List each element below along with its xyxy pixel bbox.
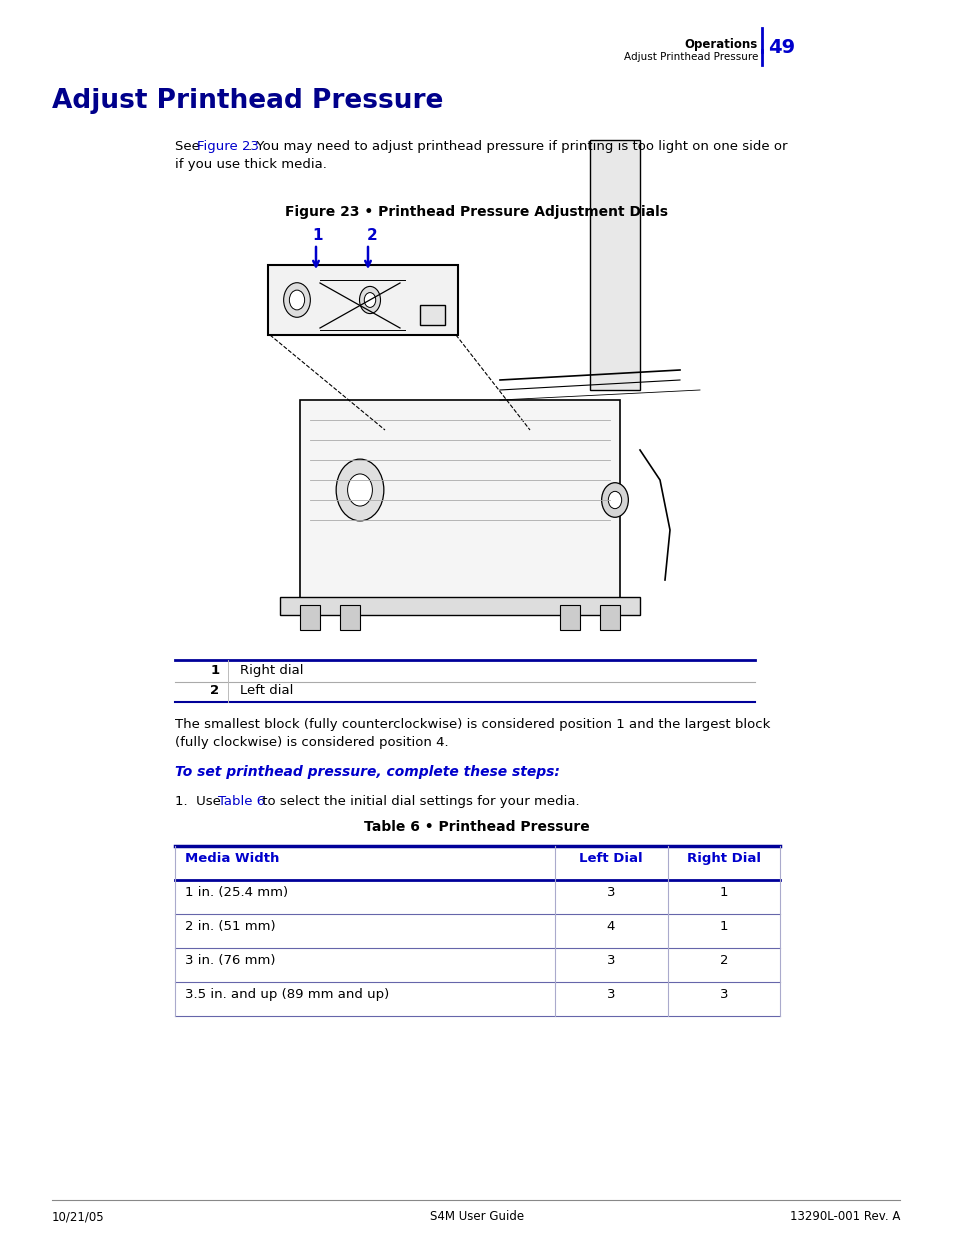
Text: 10/21/05: 10/21/05 <box>52 1210 105 1223</box>
Text: 13290L-001 Rev. A: 13290L-001 Rev. A <box>789 1210 899 1223</box>
Circle shape <box>347 474 372 506</box>
Text: 3.5 in. and up (89 mm and up): 3.5 in. and up (89 mm and up) <box>185 988 389 1002</box>
Text: 3: 3 <box>719 988 727 1002</box>
Circle shape <box>283 283 310 317</box>
Text: Right dial: Right dial <box>240 664 303 677</box>
Text: 1 in. (25.4 mm): 1 in. (25.4 mm) <box>185 885 288 899</box>
Bar <box>589 140 639 390</box>
Text: 1: 1 <box>719 920 727 932</box>
Text: 2: 2 <box>719 953 727 967</box>
Text: 3: 3 <box>606 885 615 899</box>
Text: Adjust Printhead Pressure: Adjust Printhead Pressure <box>623 52 758 62</box>
Bar <box>299 400 619 600</box>
Bar <box>299 605 319 630</box>
Bar <box>268 266 457 335</box>
Text: 3: 3 <box>606 988 615 1002</box>
Text: Media Width: Media Width <box>185 852 279 864</box>
Text: Left dial: Left dial <box>240 684 294 697</box>
Text: 2: 2 <box>366 228 377 243</box>
Text: To set printhead pressure, complete these steps:: To set printhead pressure, complete thes… <box>174 764 559 779</box>
Text: Operations: Operations <box>684 38 758 51</box>
Text: if you use thick media.: if you use thick media. <box>174 158 327 170</box>
Text: (fully clockwise) is considered position 4.: (fully clockwise) is considered position… <box>174 736 448 748</box>
Text: Figure 23 • Printhead Pressure Adjustment Dials: Figure 23 • Printhead Pressure Adjustmen… <box>285 205 668 219</box>
Text: 3: 3 <box>606 953 615 967</box>
Circle shape <box>601 483 628 517</box>
Text: 1: 1 <box>211 664 219 677</box>
Text: 1: 1 <box>313 228 323 243</box>
Text: 49: 49 <box>767 38 794 57</box>
Text: 2 in. (51 mm): 2 in. (51 mm) <box>185 920 275 932</box>
Bar <box>559 605 579 630</box>
Text: Table 6: Table 6 <box>218 795 265 808</box>
Circle shape <box>335 459 383 521</box>
Text: S4M User Guide: S4M User Guide <box>430 1210 523 1223</box>
Text: 3 in. (76 mm): 3 in. (76 mm) <box>185 953 275 967</box>
Text: See: See <box>174 140 204 153</box>
Text: Adjust Printhead Pressure: Adjust Printhead Pressure <box>52 88 443 114</box>
Text: 1.  Use: 1. Use <box>174 795 225 808</box>
Bar <box>280 597 639 615</box>
Bar <box>599 605 619 630</box>
Circle shape <box>364 293 375 308</box>
Bar <box>419 305 444 325</box>
Text: 4: 4 <box>606 920 615 932</box>
Text: Figure 23: Figure 23 <box>196 140 258 153</box>
Text: 1: 1 <box>719 885 727 899</box>
Text: Right Dial: Right Dial <box>686 852 760 864</box>
Text: Table 6 • Printhead Pressure: Table 6 • Printhead Pressure <box>364 820 589 834</box>
Circle shape <box>289 290 304 310</box>
Text: 2: 2 <box>211 684 219 697</box>
Text: to select the initial dial settings for your media.: to select the initial dial settings for … <box>257 795 579 808</box>
Text: Left Dial: Left Dial <box>578 852 642 864</box>
Bar <box>339 605 359 630</box>
Text: . You may need to adjust printhead pressure if printing is too light on one side: . You may need to adjust printhead press… <box>248 140 786 153</box>
Circle shape <box>608 492 621 509</box>
Circle shape <box>359 287 380 314</box>
Text: The smallest block (fully counterclockwise) is considered position 1 and the lar: The smallest block (fully counterclockwi… <box>174 718 770 731</box>
